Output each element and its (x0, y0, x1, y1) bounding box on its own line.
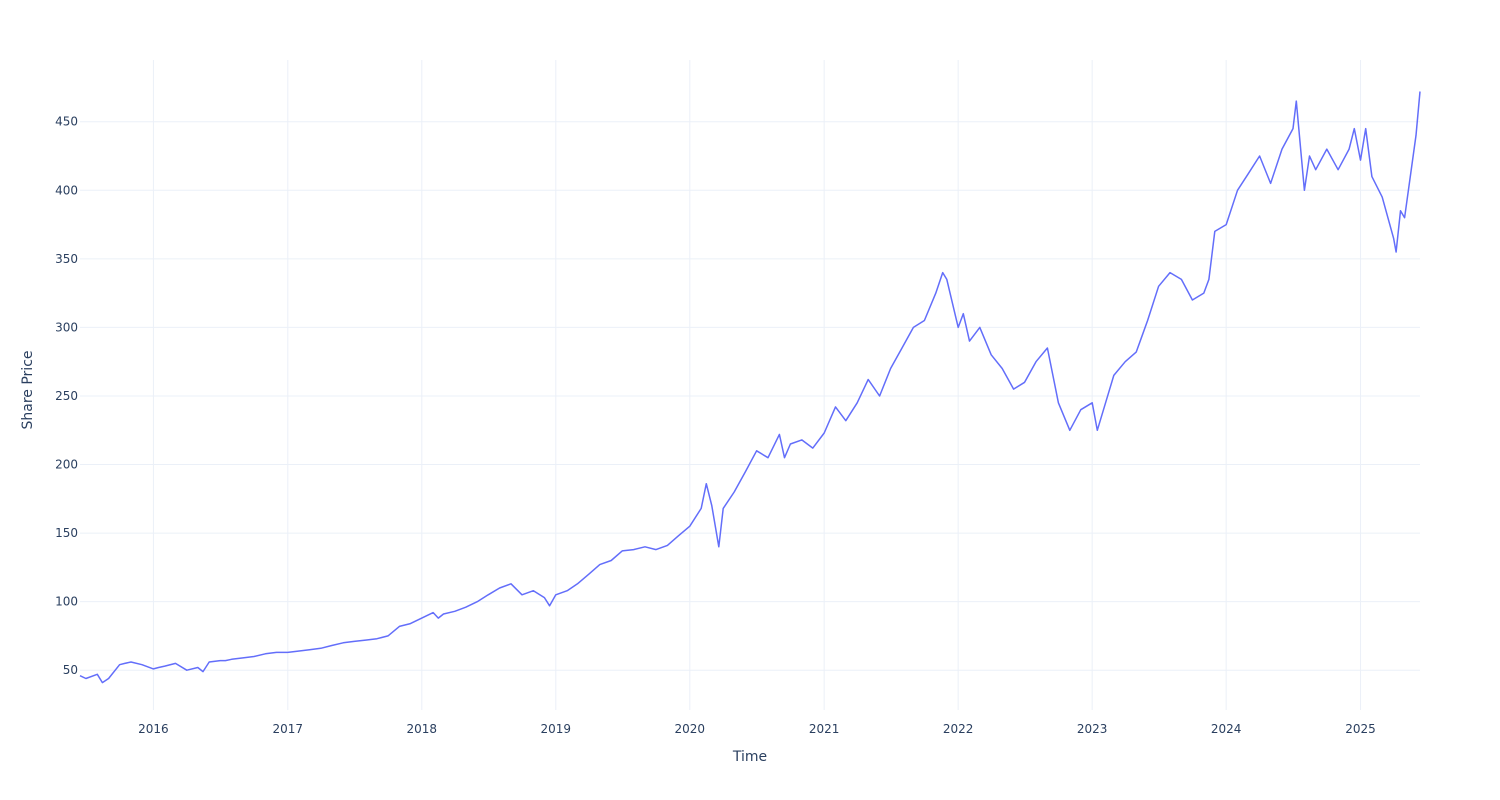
x-gridlines (152, 60, 1362, 710)
x-tick-label: 2020 (675, 722, 706, 736)
y-tick-label: 100 (55, 595, 78, 609)
y-tick-label: 400 (55, 183, 78, 197)
y-gridlines (80, 121, 1420, 671)
y-tick-label: 50 (63, 663, 78, 677)
y-tick-label: 300 (55, 320, 78, 334)
x-tick-label: 2024 (1211, 722, 1242, 736)
y-tick-labels: 50 100 150 200 250 300 350 400 450 (55, 115, 78, 678)
x-tick-label: 2016 (138, 722, 169, 736)
x-axis-title: Time (732, 749, 767, 765)
x-tick-label: 2018 (407, 722, 438, 736)
y-tick-label: 350 (55, 252, 78, 266)
x-tick-labels: 2016 2017 2018 2019 2020 2021 2022 2023 2024 2025 (138, 722, 1376, 736)
x-tick-label: 2022 (943, 722, 974, 736)
x-tick-label: 2017 (273, 722, 304, 736)
x-tick-label: 2023 (1077, 722, 1108, 736)
y-tick-label: 450 (55, 115, 78, 129)
x-tick-label: 2025 (1345, 722, 1376, 736)
x-tick-label: 2019 (541, 722, 572, 736)
y-tick-label: 150 (55, 526, 78, 540)
x-tick-label: 2021 (809, 722, 840, 736)
y-tick-label: 250 (55, 389, 78, 403)
y-axis-title: Share Price (20, 350, 36, 429)
series-line (79, 91, 1421, 684)
series-layer (79, 91, 1421, 684)
y-tick-label: 200 (55, 458, 78, 472)
